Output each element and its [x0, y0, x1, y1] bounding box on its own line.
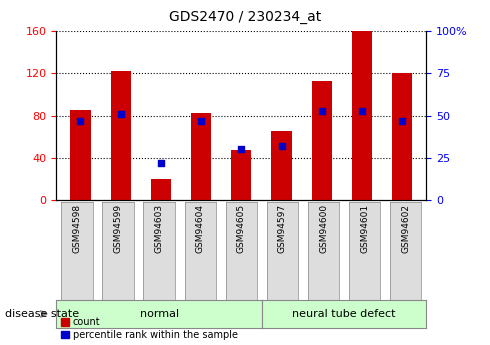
Bar: [231, 150, 251, 200]
Text: neural tube defect: neural tube defect: [293, 309, 396, 319]
Bar: [271, 131, 292, 200]
Point: [76, 118, 84, 124]
Text: GSM94600: GSM94600: [319, 204, 328, 253]
Text: GSM94603: GSM94603: [155, 204, 164, 253]
Bar: [151, 179, 171, 200]
Bar: [111, 71, 131, 200]
Point: [318, 108, 326, 113]
Bar: [312, 81, 332, 200]
Point: [197, 118, 205, 124]
Text: GSM94599: GSM94599: [114, 204, 122, 253]
Text: GSM94598: GSM94598: [73, 204, 81, 253]
Point: [278, 143, 286, 149]
Text: GSM94597: GSM94597: [278, 204, 287, 253]
Point: [358, 108, 366, 113]
Point: [117, 111, 124, 117]
Bar: [352, 31, 372, 200]
Text: GSM94602: GSM94602: [401, 204, 410, 253]
Point: [398, 118, 406, 124]
Text: GSM94601: GSM94601: [360, 204, 369, 253]
Bar: [71, 110, 91, 200]
Point: [157, 160, 165, 166]
Point: [238, 147, 245, 152]
Text: normal: normal: [140, 309, 179, 319]
Bar: [191, 114, 211, 200]
Text: disease state: disease state: [5, 309, 79, 319]
Legend: count, percentile rank within the sample: count, percentile rank within the sample: [61, 317, 238, 340]
Bar: [392, 73, 412, 200]
Text: GDS2470 / 230234_at: GDS2470 / 230234_at: [169, 10, 321, 24]
Text: GSM94604: GSM94604: [196, 204, 205, 253]
Text: GSM94605: GSM94605: [237, 204, 246, 253]
